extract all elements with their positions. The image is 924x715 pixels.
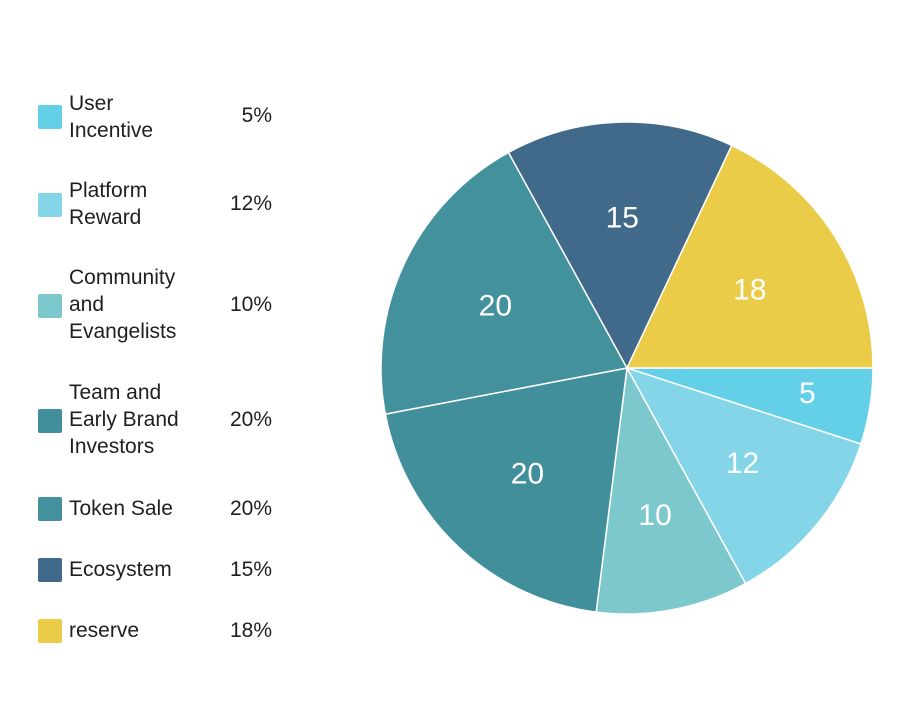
- legend-swatch: [38, 558, 62, 582]
- data-label-user-incentive: 5: [799, 377, 816, 410]
- legend-label: User Incentive: [69, 92, 154, 142]
- legend-label: Platform Reward: [69, 179, 148, 229]
- legend-label: Community and Evangelists: [69, 266, 177, 343]
- pie-svg: 5 12 10 20 20 15 18: [380, 121, 874, 615]
- legend-swatch: [38, 105, 62, 129]
- legend-item-user-incentive: User Incentive 5%: [38, 90, 278, 146]
- legend-percent: 12%: [229, 192, 272, 215]
- legend-percent: 20%: [229, 497, 272, 520]
- legend-swatch: [38, 497, 62, 521]
- legend-percent: 5%: [241, 104, 272, 127]
- pie-slice-community-and-evangelists: [595, 365, 747, 615]
- data-label-ecosystem: 15: [606, 202, 639, 235]
- legend-item-team: Team and Early Brand Investors 20%: [38, 379, 278, 463]
- legend-percent: 18%: [229, 619, 272, 642]
- legend-percent: 15%: [229, 558, 272, 581]
- data-label-reserve: 18: [733, 274, 766, 307]
- legend-swatch: [38, 409, 62, 433]
- chart-legend: User Incentive 5% Platform Reward 12% Co…: [0, 0, 300, 710]
- legend-label: Team and Early Brand Investors: [69, 381, 179, 458]
- legend-percent: 10%: [229, 293, 272, 316]
- pie-slice-ecosystem: [507, 121, 733, 370]
- legend-percent: 20%: [229, 408, 272, 431]
- pie-slice-team-and-early-brand-investors: [384, 367, 628, 613]
- pie-slice-token-sale: [380, 151, 629, 415]
- legend-label: Token Sale: [69, 497, 173, 520]
- legend-swatch: [38, 193, 62, 217]
- data-label-platform-reward: 12: [726, 447, 759, 480]
- legend-label: reserve: [69, 619, 140, 642]
- legend-swatch: [38, 619, 62, 643]
- data-label-community-and-evangelists: 10: [638, 499, 671, 532]
- pie-chart: 5 12 10 20 20 15 18: [300, 0, 924, 710]
- pie-slice-reserve: [625, 144, 874, 369]
- legend-item-community: Community and Evangelists 10%: [38, 264, 278, 348]
- pie-slice-platform-reward: [625, 366, 862, 585]
- legend-item-ecosystem: Ecosystem 15%: [38, 556, 278, 586]
- data-label-token-sale: 20: [479, 290, 512, 323]
- data-label-team-and-early-brand-investors: 20: [511, 458, 544, 491]
- legend-label: Ecosystem: [69, 558, 172, 581]
- legend-item-platform-reward: Platform Reward 12%: [38, 177, 278, 233]
- legend-item-token-sale: Token Sale 20%: [38, 495, 278, 525]
- legend-item-reserve: reserve 18%: [38, 617, 278, 647]
- legend-swatch: [38, 294, 62, 318]
